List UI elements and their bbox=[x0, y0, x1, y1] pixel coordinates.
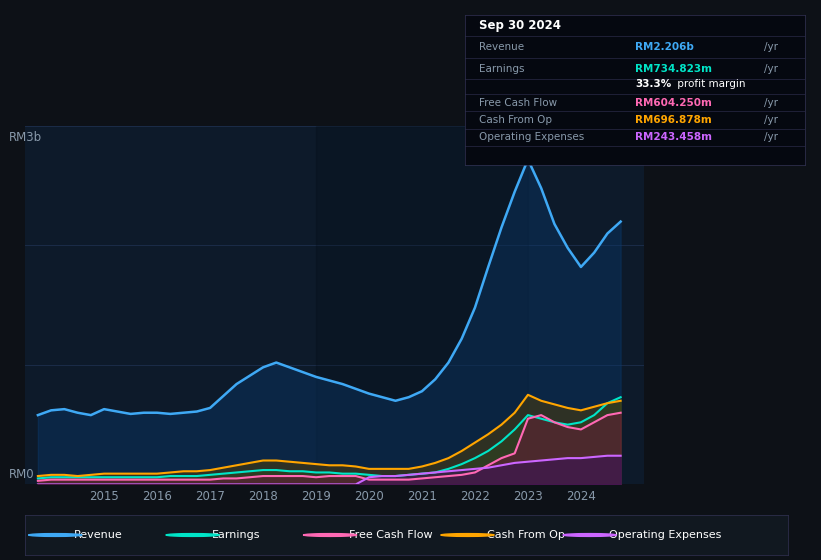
Text: Sep 30 2024: Sep 30 2024 bbox=[479, 19, 561, 32]
Text: Revenue: Revenue bbox=[74, 530, 123, 540]
Text: RM696.878m: RM696.878m bbox=[635, 115, 712, 125]
Text: /yr: /yr bbox=[764, 132, 778, 142]
Text: Cash From Op: Cash From Op bbox=[479, 115, 552, 125]
Circle shape bbox=[29, 534, 82, 536]
Text: /yr: /yr bbox=[764, 64, 778, 73]
Circle shape bbox=[441, 534, 494, 536]
Circle shape bbox=[563, 534, 617, 536]
Text: /yr: /yr bbox=[764, 42, 778, 52]
Text: RM734.823m: RM734.823m bbox=[635, 64, 712, 73]
Circle shape bbox=[303, 534, 357, 536]
Circle shape bbox=[166, 534, 219, 536]
Text: /yr: /yr bbox=[764, 98, 778, 108]
Text: /yr: /yr bbox=[764, 115, 778, 125]
Text: RM3b: RM3b bbox=[9, 132, 42, 144]
Text: Free Cash Flow: Free Cash Flow bbox=[349, 530, 433, 540]
Text: Earnings: Earnings bbox=[479, 64, 524, 73]
Text: Operating Expenses: Operating Expenses bbox=[608, 530, 721, 540]
Text: Cash From Op: Cash From Op bbox=[487, 530, 565, 540]
Text: Free Cash Flow: Free Cash Flow bbox=[479, 98, 557, 108]
Text: RM0: RM0 bbox=[9, 468, 34, 481]
Bar bbox=[316, 126, 528, 484]
Text: RM243.458m: RM243.458m bbox=[635, 132, 712, 142]
Text: Earnings: Earnings bbox=[212, 530, 260, 540]
Text: Revenue: Revenue bbox=[479, 42, 524, 52]
Text: Operating Expenses: Operating Expenses bbox=[479, 132, 584, 142]
Text: RM2.206b: RM2.206b bbox=[635, 42, 694, 52]
Text: RM604.250m: RM604.250m bbox=[635, 98, 712, 108]
Text: profit margin: profit margin bbox=[674, 78, 745, 88]
Text: 33.3%: 33.3% bbox=[635, 78, 672, 88]
